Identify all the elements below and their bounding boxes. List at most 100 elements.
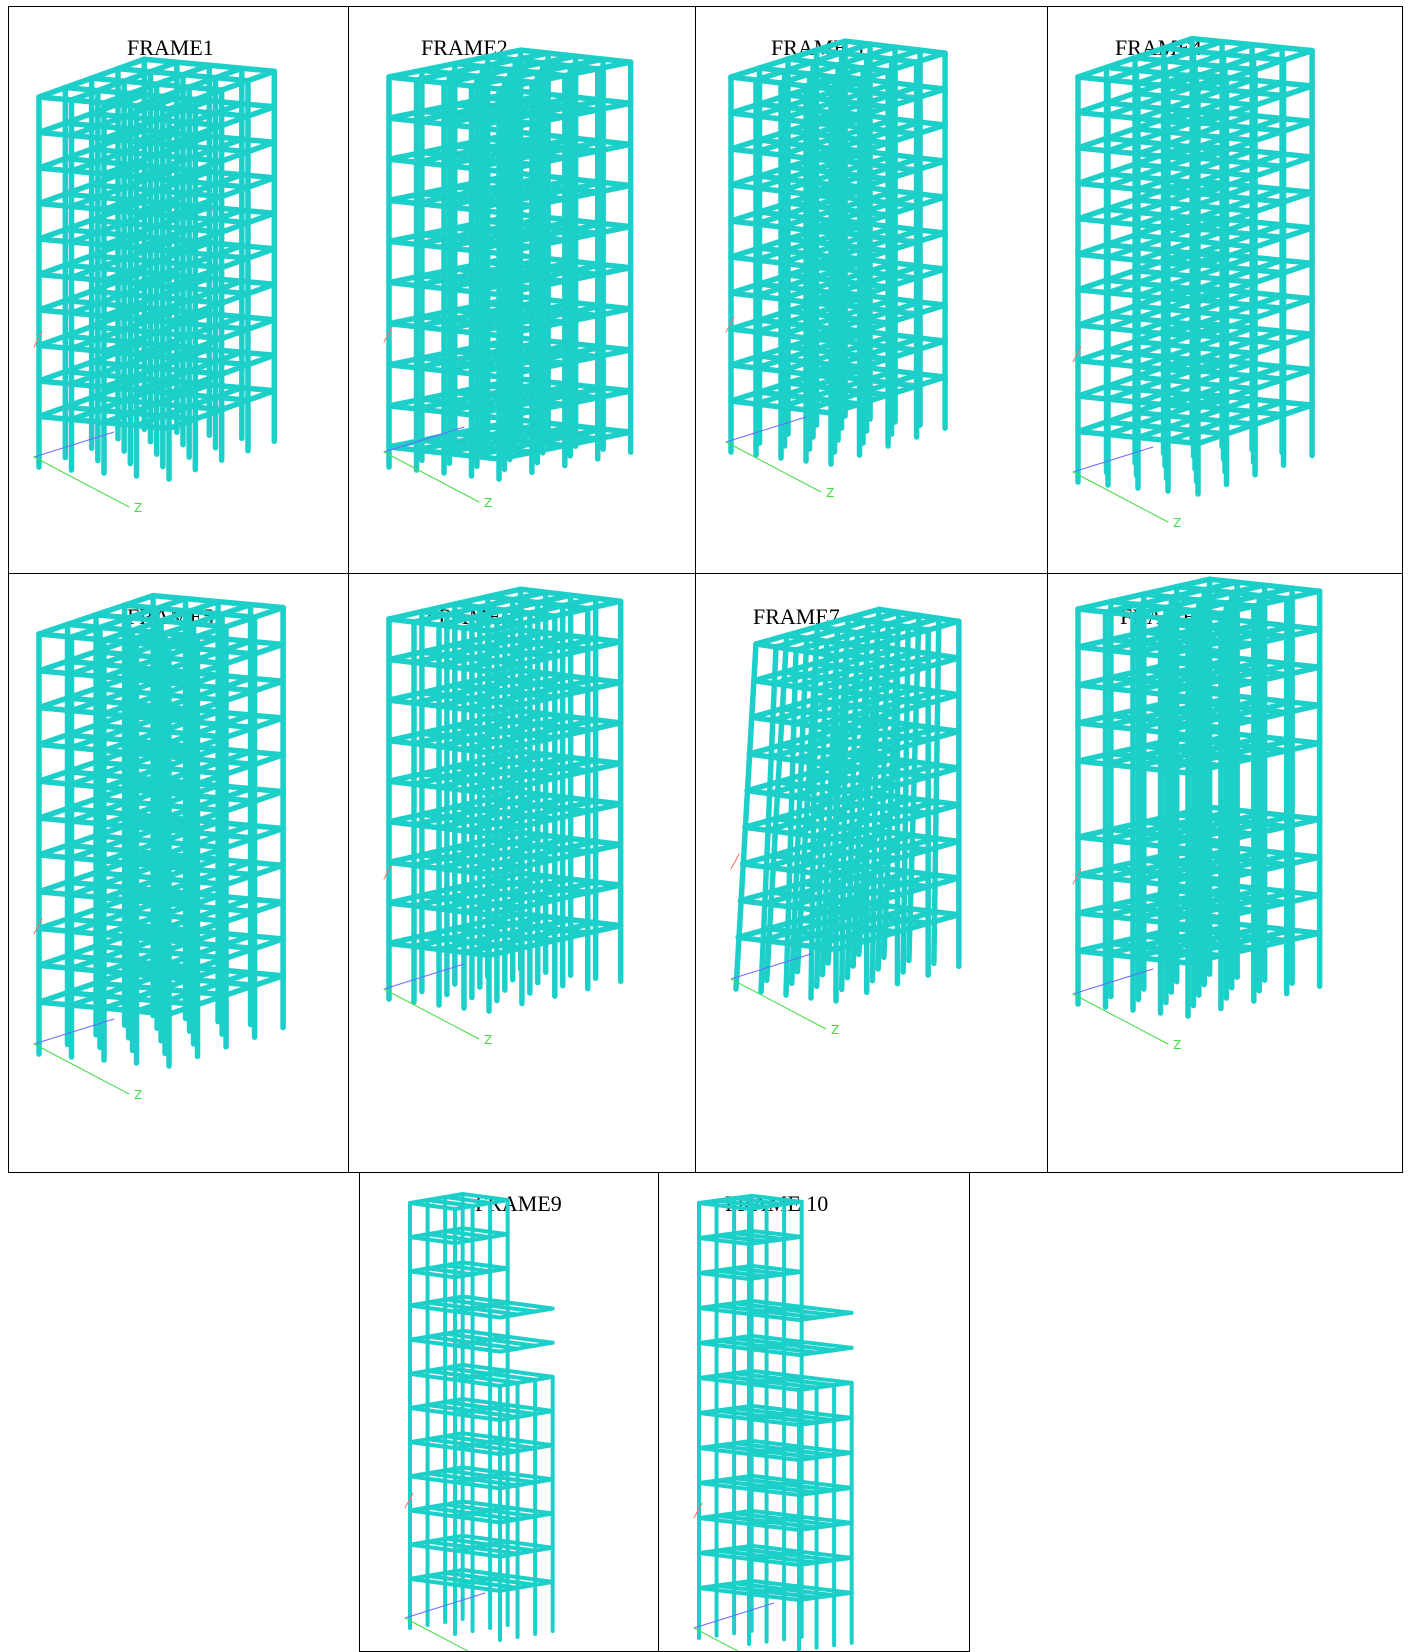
frame-beam	[408, 1576, 457, 1587]
frame-beam	[1250, 115, 1285, 131]
frame-beam	[559, 879, 599, 893]
frame-beam	[821, 703, 858, 718]
frame-beam	[36, 333, 69, 349]
frame-beam	[903, 725, 940, 740]
frame-beam	[470, 1371, 493, 1379]
frame-beam	[425, 1536, 448, 1544]
frame-beam	[799, 1409, 854, 1420]
frame-beam	[799, 1479, 854, 1490]
frame-beam	[93, 602, 128, 618]
frame-beam	[386, 852, 425, 866]
axis-x-line	[383, 963, 465, 990]
axis-z-line	[730, 978, 827, 1030]
frame-beam	[747, 1592, 801, 1602]
frame-beam	[1133, 270, 1168, 286]
frame-column	[844, 629, 861, 981]
frame-beam	[1252, 341, 1287, 357]
frame-beam	[515, 1514, 538, 1522]
frame-beam	[443, 1263, 493, 1274]
frame-beam	[732, 1336, 787, 1347]
frame-beam	[1252, 270, 1287, 286]
frame-beam	[832, 1345, 854, 1353]
frame-beam	[697, 1513, 719, 1520]
frame-beam	[814, 1313, 837, 1320]
axis-y-line	[383, 863, 393, 880]
frame-beam	[1133, 412, 1168, 428]
frame-column	[875, 621, 891, 972]
frame-beam	[559, 676, 599, 690]
frame-beam	[714, 1301, 737, 1308]
frame-beam	[1105, 386, 1140, 402]
frame-beam	[408, 1303, 457, 1314]
frame-beam	[782, 1377, 837, 1388]
frame-beam	[764, 1412, 787, 1419]
frame-beam	[697, 1341, 751, 1351]
frame-beam	[1103, 374, 1138, 390]
frame-column	[788, 635, 810, 987]
frame-beam	[814, 1383, 837, 1390]
frame-beam	[488, 1371, 538, 1382]
axis-z-label: Z	[831, 1023, 839, 1037]
frame-beam	[1105, 244, 1140, 261]
frame-beam	[764, 1202, 787, 1209]
frame-beam	[470, 1542, 493, 1550]
frame-beam	[559, 757, 599, 771]
frame-beam	[782, 1342, 837, 1353]
frame-beam	[744, 779, 781, 794]
frame-beam	[443, 1502, 493, 1513]
frame-beam	[186, 598, 221, 614]
frame-beam	[425, 1468, 448, 1476]
frame-beam	[515, 1548, 538, 1556]
frame-beam	[488, 1474, 538, 1485]
frame-beam	[1105, 138, 1140, 154]
frame-beam	[714, 1513, 769, 1524]
frame-beam	[1252, 57, 1287, 73]
frame-beam	[559, 595, 599, 609]
frame-beam	[1192, 51, 1227, 67]
frame-beam	[1252, 234, 1287, 250]
frame-beam	[36, 732, 71, 748]
frame-beam	[1103, 409, 1138, 425]
frame-beam	[749, 1438, 804, 1449]
frame-beam	[925, 801, 962, 817]
frame-beam	[460, 1192, 510, 1203]
frame-beam	[36, 226, 69, 242]
frame-beam	[505, 1539, 555, 1550]
frame-beam	[782, 1339, 804, 1347]
frame-beam	[728, 65, 763, 80]
frame-beam	[386, 730, 425, 744]
frame-beam	[408, 1269, 457, 1280]
frame-beam	[533, 1340, 555, 1348]
frame-beam	[697, 1271, 751, 1281]
frame-beam	[1222, 338, 1257, 354]
frame-beam	[408, 1334, 430, 1342]
frame-beam	[902, 835, 939, 850]
frame-beam	[697, 1481, 751, 1491]
frame-beam	[749, 1298, 804, 1309]
frame-beam	[36, 84, 69, 100]
frame-beam	[747, 1417, 801, 1427]
panel-frame6: FRAME6 Z	[348, 573, 696, 1173]
frame-beam	[1173, 576, 1213, 590]
frame-beam	[747, 1522, 801, 1532]
frame-beam	[904, 652, 942, 667]
frame-beam	[697, 1516, 751, 1526]
frame-beam	[36, 404, 69, 420]
frame-beam	[747, 1452, 801, 1462]
frame-beam	[1105, 422, 1140, 438]
frame-beam	[697, 1376, 751, 1386]
frame-beam	[408, 1440, 457, 1451]
panel-frame2: FRAME2 Z	[348, 6, 696, 574]
frame-beam	[925, 655, 962, 670]
frame-beam	[1103, 196, 1138, 212]
frame-beam	[425, 1195, 448, 1203]
frame-beam	[814, 1488, 837, 1495]
frame-beam	[863, 672, 901, 687]
frame-beam	[832, 1590, 854, 1598]
frame-model: Z	[693, 1193, 854, 1651]
frame-beam	[425, 1437, 475, 1448]
frame-beam	[714, 1373, 769, 1384]
frame-beam	[559, 919, 599, 933]
frame-beam	[749, 1368, 804, 1379]
frame-beam	[36, 768, 71, 785]
